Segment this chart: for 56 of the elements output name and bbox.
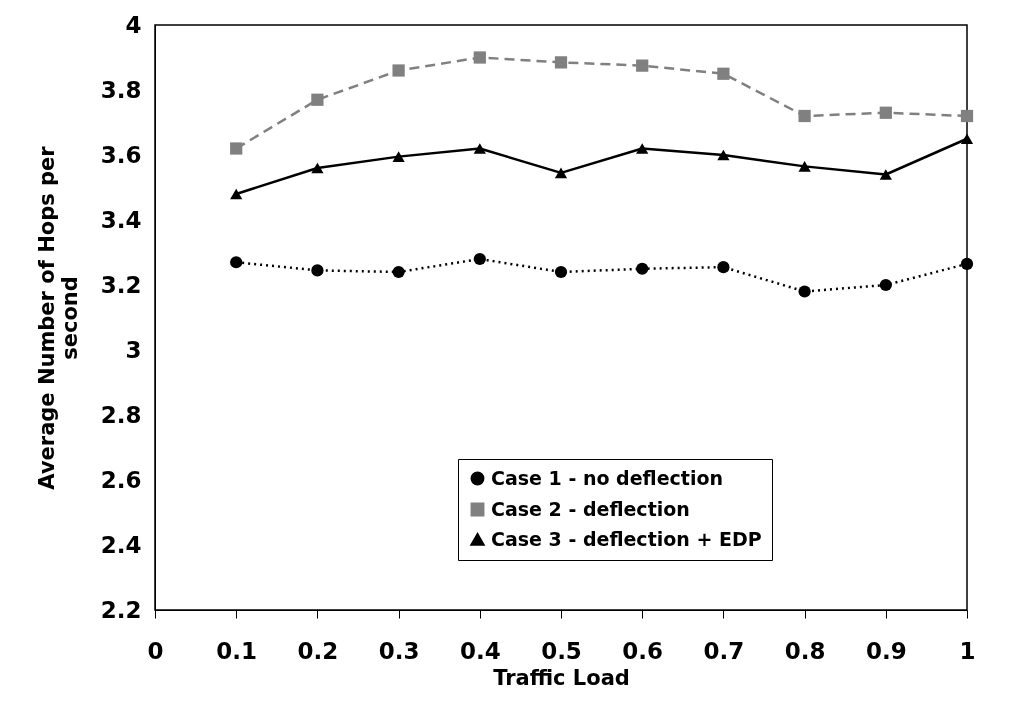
- point: [717, 67, 730, 80]
- y-tick-label: 3.4: [100, 206, 142, 233]
- y-tick-label: 2.6: [100, 466, 142, 493]
- x-tick-label: 0.2: [297, 637, 339, 664]
- x-tick-label: 1: [959, 637, 976, 664]
- x-tick-label: 0: [147, 637, 164, 664]
- y-tick-label: 2.8: [100, 401, 142, 428]
- x-tick-label: 0.4: [459, 637, 501, 664]
- point: [230, 188, 243, 200]
- y-tick-label: 4: [125, 11, 142, 38]
- point: [636, 262, 649, 275]
- point: [798, 285, 811, 298]
- y-tick-label: 3.2: [100, 271, 142, 298]
- point: [717, 261, 730, 274]
- x-tick-label: 0.8: [784, 637, 826, 664]
- legend-label: Case 2 - deflection: [491, 497, 690, 520]
- point: [392, 64, 405, 77]
- y-tick-label: 2.2: [100, 596, 142, 623]
- y-tick-label: 3: [125, 336, 142, 363]
- x-tick-label: 0.6: [622, 637, 664, 664]
- point: [392, 151, 405, 162]
- legend-label: Case 1 - no deflection: [491, 466, 723, 489]
- point: [554, 56, 568, 69]
- x-tick-label: 0.5: [541, 637, 582, 664]
- y-axis-title: Average Number of Hops per second: [34, 145, 82, 490]
- point: [473, 143, 486, 154]
- point: [230, 142, 243, 155]
- point: [798, 109, 811, 123]
- point: [473, 51, 486, 64]
- point: [879, 106, 892, 119]
- point: [960, 133, 974, 145]
- y-tick-label: 2.4: [100, 531, 142, 558]
- point: [473, 252, 486, 266]
- y-tick-label: 3.8: [100, 76, 142, 103]
- point: [311, 93, 324, 106]
- point: [230, 256, 243, 269]
- x-axis-title: Traffic Load: [493, 665, 630, 690]
- x-tick-label: 0.7: [703, 637, 745, 664]
- point: [311, 264, 324, 277]
- point: [960, 257, 974, 270]
- x-tick-label: 0.9: [865, 637, 907, 664]
- x-tick-label: 0.1: [216, 637, 258, 664]
- point: [311, 162, 324, 174]
- point: [960, 109, 974, 123]
- y-tick-label: 3.6: [100, 141, 142, 168]
- point: [717, 149, 730, 161]
- point: [798, 161, 811, 172]
- point: [879, 169, 892, 180]
- legend-label: Case 3 - deflection + EDP: [491, 527, 762, 550]
- point: [879, 278, 892, 292]
- x-tick-label: 0.3: [378, 637, 420, 664]
- point: [554, 167, 568, 179]
- point: [636, 59, 649, 72]
- point: [636, 143, 649, 154]
- point: [554, 265, 568, 279]
- point: [392, 265, 405, 279]
